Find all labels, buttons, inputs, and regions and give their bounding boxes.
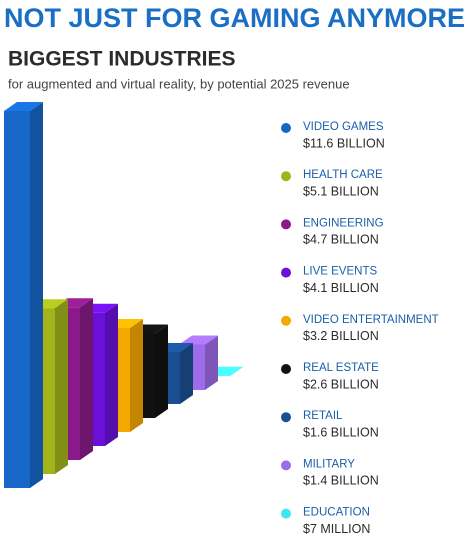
value-label: $5.1 BILLION bbox=[303, 184, 379, 198]
bar-side bbox=[155, 324, 168, 418]
chart-subtitle: BIGGEST INDUSTRIES bbox=[8, 48, 236, 71]
legend-label: MILITARY bbox=[303, 458, 355, 470]
value-label: $1.4 BILLION bbox=[303, 474, 379, 488]
bar-side bbox=[230, 366, 243, 376]
value-label: $3.2 BILLION bbox=[303, 329, 379, 343]
legend-label: HEALTH CARE bbox=[303, 169, 383, 181]
bars bbox=[4, 102, 243, 488]
value-label: $2.6 BILLION bbox=[303, 377, 379, 391]
legend-marker bbox=[281, 219, 291, 230]
legend-marker bbox=[281, 123, 291, 133]
bar-side bbox=[180, 343, 193, 404]
legend-marker bbox=[281, 364, 291, 374]
legend-marker bbox=[281, 412, 291, 423]
bar-side bbox=[30, 102, 43, 488]
value-label: $11.6 BILLION bbox=[303, 136, 385, 150]
value-label: $1.6 BILLION bbox=[303, 425, 379, 439]
chart-title: NOT JUST FOR GAMING ANYMORE bbox=[4, 3, 465, 33]
bar-top bbox=[4, 102, 43, 111]
legend-marker bbox=[281, 171, 291, 182]
legend-marker bbox=[281, 508, 291, 519]
chart-description: for augmented and virtual reality, by po… bbox=[8, 76, 350, 91]
legend-label: LIVE EVENTS bbox=[303, 266, 377, 278]
bar-side bbox=[80, 298, 93, 460]
legend-marker bbox=[281, 267, 291, 278]
value-label: $7 MILLION bbox=[303, 522, 370, 534]
legend-label: REAL ESTATE bbox=[303, 362, 379, 374]
legend-label: VIDEO ENTERTAINMENT bbox=[303, 314, 439, 326]
bar-side bbox=[205, 335, 218, 390]
legend-marker bbox=[281, 315, 291, 326]
value-label: $4.7 BILLION bbox=[303, 233, 379, 247]
bar-side bbox=[105, 303, 118, 446]
legend-label: EDUCATION bbox=[303, 507, 370, 519]
legend-label: VIDEO GAMES bbox=[303, 121, 384, 133]
value-label: $4.1 BILLION bbox=[303, 281, 379, 295]
legend-marker bbox=[281, 460, 291, 471]
bar-side bbox=[55, 299, 68, 474]
bar-side bbox=[130, 319, 143, 432]
bar bbox=[4, 111, 30, 488]
bar-top bbox=[179, 335, 218, 345]
legend-label: RETAIL bbox=[303, 410, 343, 422]
legend: VIDEO GAMES $11.6 BILLION HEALTH CARE $5.1 … bbox=[281, 121, 439, 534]
legend-label: ENGINEERING bbox=[303, 217, 384, 229]
